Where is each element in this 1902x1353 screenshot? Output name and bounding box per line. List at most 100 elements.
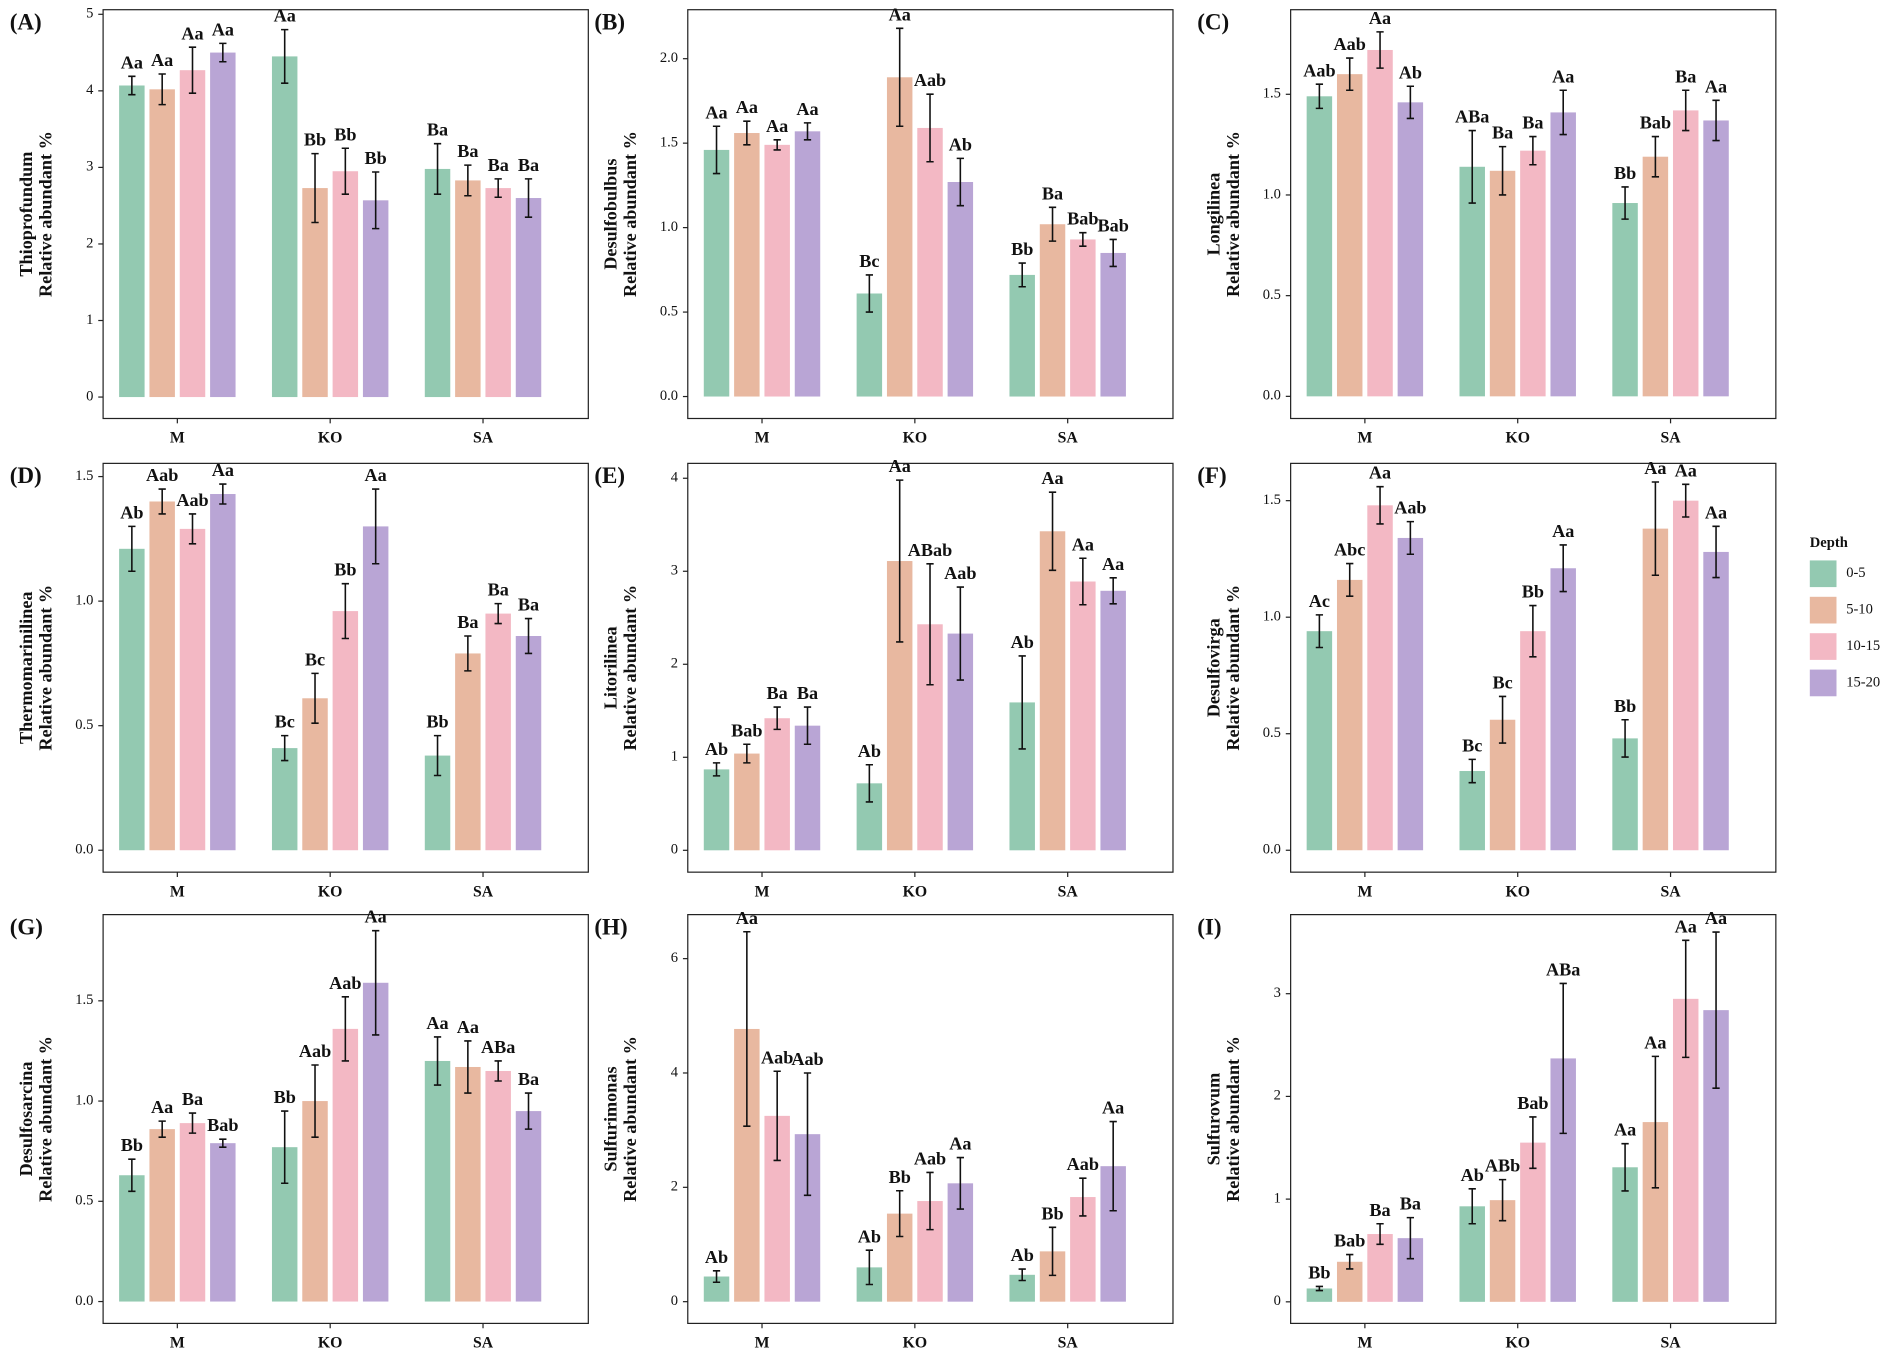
error-bar [926, 93, 934, 163]
error-bar [1079, 1177, 1087, 1217]
y-tick-label: 5 [86, 6, 93, 22]
error-bar [1712, 931, 1720, 1089]
plot-frame [102, 462, 589, 873]
y-tick-label: 0.5 [660, 303, 678, 319]
y-tick-label: 1 [671, 749, 678, 765]
error-bar [219, 42, 227, 63]
significance-letter: Bb [274, 1087, 296, 1107]
y-tick-label: 1.0 [1263, 609, 1281, 625]
x-tick-label: M [170, 430, 185, 447]
error-bar [1621, 1142, 1629, 1192]
y-tick-label: 0.0 [75, 842, 93, 858]
significance-letter: Ba [427, 120, 448, 140]
x-tick-label: KO [318, 883, 343, 900]
bar [1489, 170, 1516, 397]
x-tick-label: KO [318, 1335, 343, 1352]
bar [179, 528, 206, 851]
error-bar [433, 734, 442, 777]
significance-letter: Bb [1614, 163, 1636, 183]
y-tick-label: 0.5 [1263, 287, 1281, 303]
x-tick-label: SA [1058, 883, 1079, 900]
significance-letter: Ab [1461, 1165, 1484, 1185]
error-bar [865, 1249, 874, 1286]
significance-letter: ABa [1546, 959, 1580, 979]
error-bar [1559, 89, 1567, 136]
bar [1703, 120, 1729, 397]
significance-letter: Bb [334, 560, 356, 580]
legend-swatch [1809, 669, 1837, 697]
significance-letter: Aab [791, 1049, 823, 1069]
bar [485, 613, 511, 851]
error-bar [1468, 758, 1476, 784]
y-axis-label: Relative abundant % [1223, 585, 1243, 751]
bar [149, 89, 175, 398]
bar [515, 198, 542, 398]
bar [332, 171, 359, 398]
error-bar [311, 152, 319, 224]
panel-label: (F) [1197, 462, 1226, 488]
bar [764, 718, 790, 851]
error-bar [1018, 1268, 1026, 1282]
bar [119, 548, 145, 851]
x-tick-label: M [170, 1335, 185, 1352]
bar [1520, 150, 1546, 397]
significance-letter: Ba [518, 1069, 539, 1089]
significance-letter: Ba [797, 683, 818, 703]
y-axis-label: Thioprofundum [16, 152, 36, 277]
y-axis-label: Desulfosarcina [16, 1062, 36, 1177]
legend-title: Depth [1810, 535, 1848, 551]
error-bar [865, 274, 874, 313]
bar [764, 144, 790, 397]
bar [703, 149, 730, 397]
significance-letter: Bab [207, 1115, 238, 1135]
significance-letter: Aa [705, 102, 727, 122]
error-bar [773, 1070, 781, 1162]
error-bar [219, 483, 227, 505]
significance-letter: Aa [212, 19, 234, 39]
y-axis-label: Litorilinea [601, 626, 621, 709]
y-tick-label: 1.0 [75, 592, 93, 608]
bar [1459, 166, 1485, 397]
significance-letter: Ba [1675, 66, 1696, 86]
bar [149, 1129, 175, 1302]
error-bar [1682, 939, 1690, 1059]
error-bar [128, 75, 136, 96]
significance-letter: Bb [1308, 1262, 1330, 1282]
error-bar [1109, 238, 1117, 268]
significance-letter: ABa [481, 1037, 515, 1057]
error-bar [1079, 557, 1087, 606]
bar [1100, 590, 1126, 851]
bar [332, 611, 359, 851]
error-bar [188, 46, 197, 94]
y-axis-label: Longilinea [1204, 173, 1224, 256]
significance-letter: Aa [212, 460, 234, 480]
bar [1367, 505, 1393, 851]
y-tick-label: 2.0 [660, 50, 678, 66]
significance-letter: Bc [1462, 735, 1482, 755]
y-tick-label: 1.0 [1263, 186, 1281, 202]
significance-letter: Ab [1011, 632, 1034, 652]
y-tick-label: 0.5 [75, 717, 93, 733]
plot-frame [1290, 914, 1777, 1325]
significance-letter: Aa [151, 50, 173, 70]
significance-letter: Aab [1334, 34, 1366, 54]
error-bar [712, 1270, 721, 1284]
error-bar [128, 525, 136, 573]
error-bar [1468, 1188, 1476, 1225]
bar [1336, 579, 1363, 851]
significance-letter: Bc [275, 712, 295, 732]
significance-letter: Aa [365, 465, 387, 485]
plot-frame [1290, 9, 1777, 420]
error-bar [803, 1072, 812, 1197]
bar [119, 85, 145, 398]
bar [515, 636, 542, 851]
y-tick-label: 2 [671, 1179, 678, 1195]
x-tick-label: KO [1505, 430, 1530, 447]
error-bar [1712, 525, 1720, 579]
error-bar [281, 734, 289, 762]
bar [1039, 531, 1066, 851]
bar [455, 1066, 481, 1302]
y-axis-label: Relative abundant % [620, 585, 640, 751]
error-bar [1651, 1055, 1660, 1189]
error-bar [712, 762, 721, 777]
